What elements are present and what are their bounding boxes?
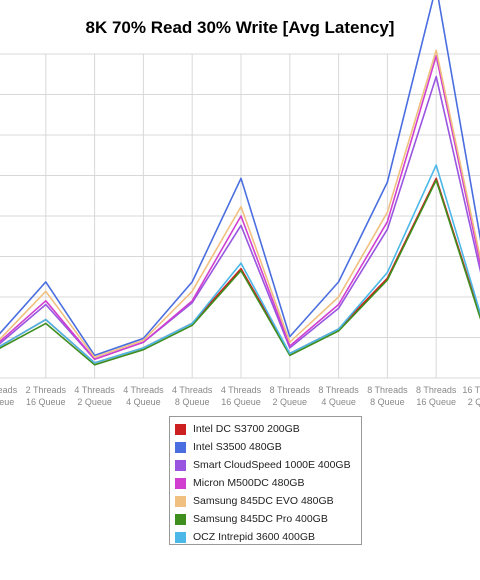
legend-swatch [175, 441, 186, 453]
x-tick-label: 8 Threads 4 Queue [318, 385, 359, 407]
grid-lines [0, 53, 480, 379]
legend: Intel DC S3700 200GB Intel S3500 480GB Sma… [169, 416, 362, 545]
legend-item: OCZ Intrepid 3600 400GB [175, 528, 361, 546]
x-tick-label: 4 Threads 2 Queue [74, 385, 115, 407]
legend-label: Samsung 845DC Pro 400GB [193, 513, 328, 525]
x-tick-label: 8 Threads 16 Queue [416, 385, 457, 407]
legend-item: Smart CloudSpeed 1000E 400GB [175, 456, 361, 474]
legend-item: Intel DC S3700 200GB [175, 420, 361, 438]
legend-label: Samsung 845DC EVO 480GB [193, 495, 334, 507]
legend-swatch [175, 531, 186, 543]
legend-item: Samsung 845DC EVO 480GB [175, 492, 361, 510]
legend-swatch [175, 459, 186, 471]
legend-label: Intel DC S3700 200GB [193, 423, 300, 435]
legend-item: Samsung 845DC Pro 400GB [175, 510, 361, 528]
legend-item: Micron M500DC 480GB [175, 474, 361, 492]
x-tick-label: 4 Threads 16 Queue [221, 385, 262, 407]
legend-item: Intel S3500 480GB [175, 438, 361, 456]
legend-label: Smart CloudSpeed 1000E 400GB [193, 459, 351, 471]
legend-swatch [175, 495, 186, 507]
series-line-7 [0, 164, 480, 364]
legend-label: Micron M500DC 480GB [193, 477, 305, 489]
series-line-2 [0, 0, 480, 357]
chart-title: 8K 70% Read 30% Write [Avg Latency] [85, 18, 395, 37]
x-tick-label: 4 Threads 4 Queue [123, 385, 164, 407]
x-tick-label: 8 Threads 8 Queue [367, 385, 408, 407]
x-tick-label: 8 Threads 2 Queue [270, 385, 311, 407]
series-line-6 [0, 179, 480, 366]
legend-swatch [175, 513, 186, 525]
series-lines [0, 0, 480, 366]
x-tick-label: 4 Threads 8 Queue [172, 385, 213, 407]
x-tick-label: 2 Threads 16 Queue [26, 385, 67, 407]
legend-label: OCZ Intrepid 3600 400GB [193, 531, 315, 543]
legend-swatch [175, 423, 186, 435]
series-line-4 [0, 55, 480, 361]
legend-swatch [175, 477, 186, 489]
legend-label: Intel S3500 480GB [193, 441, 282, 453]
series-line-5 [0, 49, 480, 359]
